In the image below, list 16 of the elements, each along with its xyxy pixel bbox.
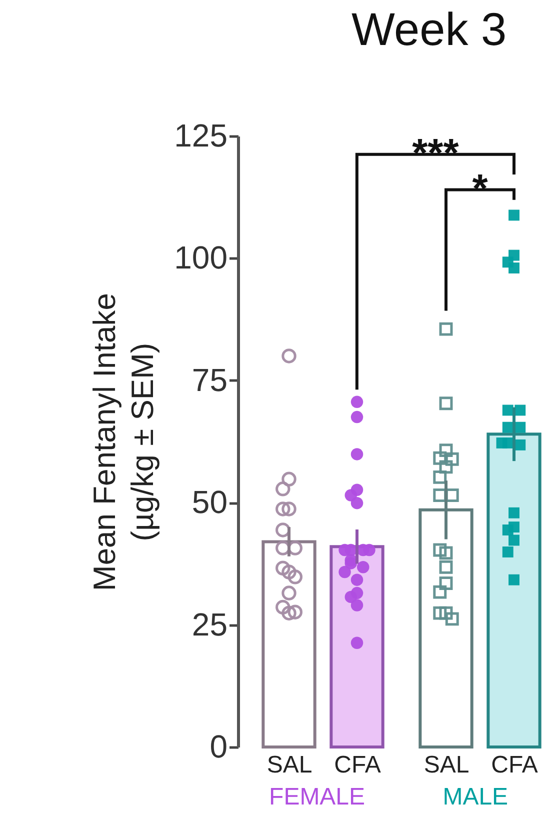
x-tick-label: CFA xyxy=(334,752,381,778)
y-tick-label: 50 xyxy=(192,484,228,520)
y-tick-label: 75 xyxy=(192,362,228,398)
annotation: * xyxy=(472,166,488,211)
x-tick-label: SAL xyxy=(424,751,470,778)
x-tick-label: CFA xyxy=(491,751,538,778)
y-tick-label: 100 xyxy=(174,240,228,276)
y-axis-title: Mean Fentanyl Intake (µg/kg ± SEM) xyxy=(87,293,160,591)
y-tick-label: 125 xyxy=(174,118,228,154)
x-tick-label: SAL xyxy=(266,752,312,778)
x-axis-title: FEMALE xyxy=(269,784,366,810)
y-tick-label: 25 xyxy=(192,606,228,642)
y-tick-label: 0 xyxy=(210,728,228,764)
x-axis-title: MALE xyxy=(442,783,508,810)
chart-title: Week 3 xyxy=(350,2,508,56)
annotation: *** xyxy=(412,131,460,176)
